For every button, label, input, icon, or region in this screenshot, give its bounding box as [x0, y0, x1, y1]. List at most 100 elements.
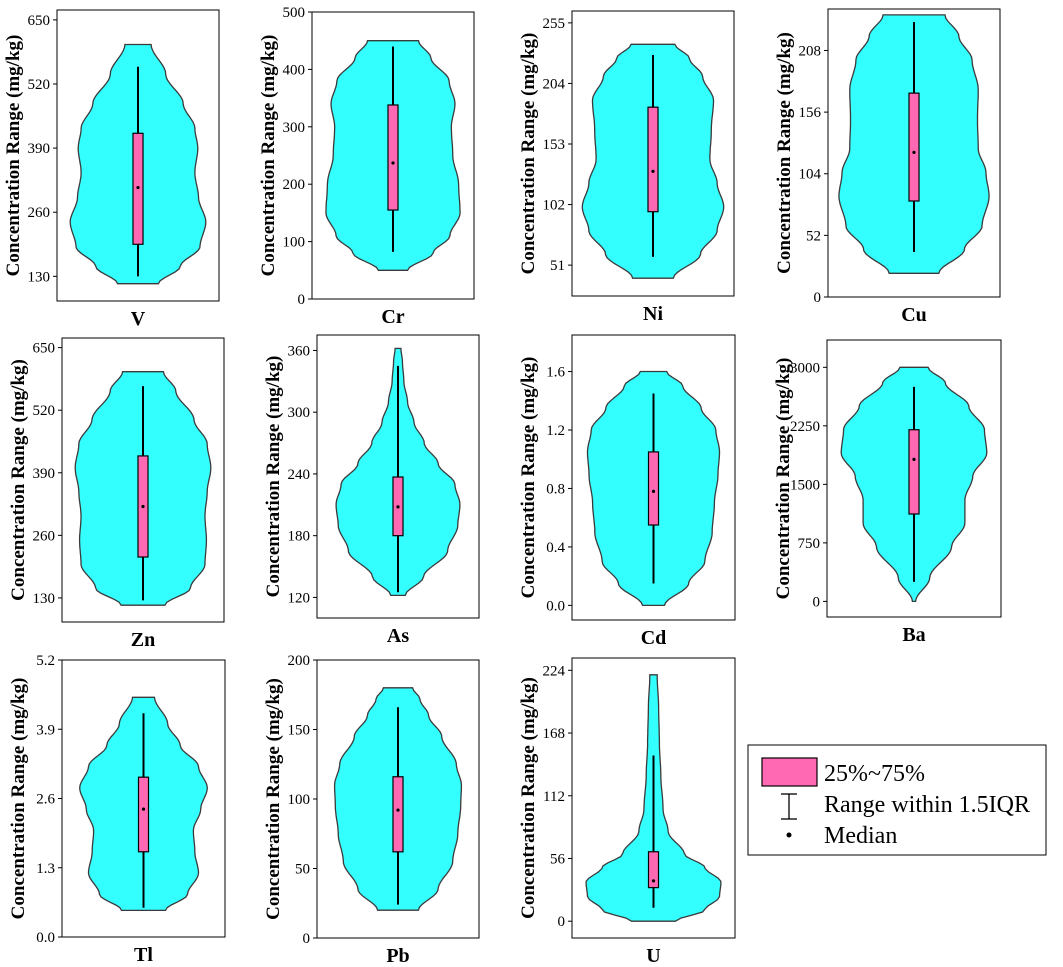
- y-tick-label: 400: [283, 62, 306, 78]
- legend-iqr-label: 25%~75%: [824, 761, 925, 787]
- y-tick-label: 100: [283, 235, 306, 251]
- y-tick-label: 0.0: [36, 930, 55, 946]
- y-tick-label: 1500: [790, 477, 820, 493]
- x-axis-label: Ba: [902, 624, 925, 646]
- violin-panel-tl: 0.0 1.3 2.6 3.9 5.2 Concentration Range (mg/k…: [8, 653, 226, 966]
- iqr-box: [647, 851, 660, 889]
- y-axis-label: Concentration Range (mg/kg): [774, 32, 795, 274]
- y-tick-label: 168: [543, 726, 566, 742]
- median-dot: [651, 169, 655, 173]
- y-tick-label: 300: [288, 405, 311, 421]
- y-tick-label: 300: [283, 120, 306, 136]
- x-axis-label: U: [646, 945, 660, 967]
- y-tick-label: 390: [33, 466, 56, 482]
- y-tick-label: 260: [33, 528, 56, 544]
- y-tick-label: 500: [283, 5, 306, 21]
- y-axis-label: Concentration Range (mg/kg): [263, 356, 284, 598]
- y-tick-label: 150: [288, 723, 311, 739]
- y-tick-label: 0: [814, 290, 822, 306]
- y-tick-label: 200: [288, 653, 311, 669]
- y-tick-label: 3000: [790, 360, 820, 376]
- y-tick-label: 240: [288, 467, 311, 483]
- x-axis-label: Cu: [901, 304, 927, 326]
- y-axis-label: Concentration Range (mg/kg): [518, 33, 539, 275]
- y-tick-label: 56: [550, 851, 566, 867]
- x-axis-label: Zn: [131, 629, 155, 651]
- median-dot: [396, 808, 400, 812]
- y-tick-label: 156: [799, 105, 822, 121]
- y-tick-label: 51: [550, 258, 565, 274]
- y-tick-label: 1.3: [36, 861, 55, 877]
- y-tick-label: 2250: [790, 419, 820, 435]
- legend-iqr-swatch: [761, 757, 818, 787]
- y-tick-label: 130: [33, 591, 56, 607]
- median-dot: [396, 505, 400, 509]
- y-tick-label: 104: [799, 167, 822, 183]
- y-tick-label: 750: [798, 536, 821, 552]
- median-dot: [136, 185, 140, 190]
- y-axis-label: Concentration Range (mg/kg): [8, 359, 29, 601]
- iqr-box: [647, 106, 659, 213]
- legend-median-dot: [786, 832, 792, 838]
- median-dot: [651, 879, 656, 883]
- iqr-box: [908, 92, 920, 202]
- y-tick-label: 50: [295, 862, 310, 878]
- y-tick-label: 0.0: [546, 598, 565, 614]
- x-axis-label: Pb: [386, 945, 409, 967]
- y-tick-label: 100: [288, 792, 311, 808]
- y-tick-label: 0: [303, 931, 311, 947]
- y-tick-label: 0: [558, 914, 566, 930]
- y-tick-label: 520: [28, 77, 51, 93]
- y-tick-label: 112: [543, 789, 565, 805]
- y-tick-label: 5.2: [36, 653, 55, 669]
- iqr-box: [908, 429, 920, 515]
- y-tick-label: 1.2: [546, 423, 565, 439]
- iqr-box: [387, 104, 399, 211]
- y-axis-label: Concentration Range (mg/kg): [773, 358, 794, 600]
- y-axis-label: Concentration Range (mg/kg): [518, 357, 539, 599]
- median-dot: [141, 807, 146, 811]
- y-tick-label: 0.4: [546, 540, 565, 556]
- x-axis-label: Tl: [134, 944, 153, 966]
- iqr-box: [137, 776, 150, 853]
- iqr-box: [392, 776, 404, 853]
- y-tick-label: 0: [813, 594, 821, 610]
- y-tick-label: 0: [298, 292, 306, 308]
- y-tick-label: 650: [33, 341, 56, 357]
- y-tick-label: 120: [288, 590, 311, 606]
- legend-whisker-icon: [781, 793, 797, 820]
- y-tick-label: 180: [288, 529, 311, 545]
- legend-range-label: Range within 1.5IQR: [824, 792, 1030, 818]
- x-axis-label: Cr: [381, 306, 404, 328]
- y-axis-label: Concentration Range (mg/kg): [8, 678, 29, 920]
- y-tick-label: 224: [543, 663, 566, 679]
- y-tick-label: 153: [543, 137, 566, 153]
- x-axis-label: As: [387, 625, 409, 647]
- median-dot: [651, 489, 656, 493]
- y-tick-label: 200: [283, 177, 306, 193]
- y-tick-label: 102: [543, 198, 566, 214]
- y-axis-label: Concentration Range (mg/kg): [518, 677, 539, 919]
- y-tick-label: 390: [28, 141, 51, 157]
- y-tick-label: 520: [33, 403, 56, 419]
- y-tick-label: 204: [543, 76, 566, 92]
- violin-panel-cd: 0.0 0.4 0.8 1.2 1.6 Concentration Range (mg/k…: [518, 334, 736, 649]
- x-axis-label: Cd: [641, 627, 667, 649]
- y-tick-label: 0.8: [546, 481, 565, 497]
- median-dot: [141, 504, 145, 509]
- y-tick-label: 650: [28, 13, 51, 29]
- x-axis-label: Ni: [643, 303, 663, 325]
- iqr-box: [647, 451, 660, 526]
- x-axis-label: V: [131, 308, 146, 330]
- median-dot: [912, 457, 916, 461]
